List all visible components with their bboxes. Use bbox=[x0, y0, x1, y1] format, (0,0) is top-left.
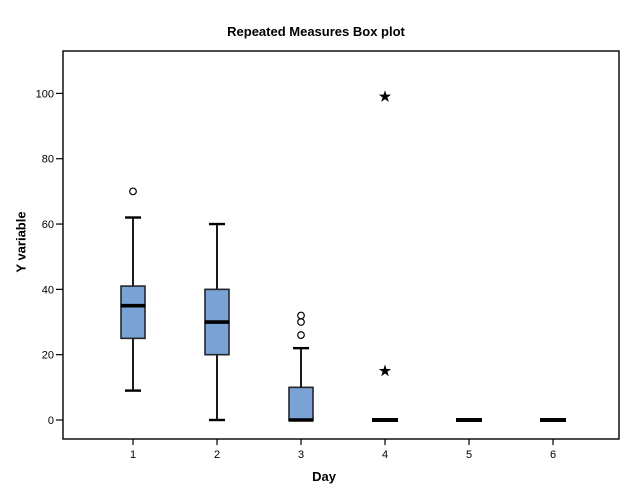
box-day-4 bbox=[372, 90, 398, 422]
iqr-box bbox=[288, 386, 314, 421]
outlier-marker bbox=[297, 331, 305, 339]
iqr-box bbox=[120, 285, 146, 340]
plot-frame bbox=[62, 50, 620, 440]
y-tick-label: 60 bbox=[42, 219, 54, 231]
y-tick-label: 100 bbox=[36, 88, 54, 100]
box-day-3 bbox=[288, 311, 314, 422]
x-tick-label: 5 bbox=[466, 449, 472, 461]
chart-title: Repeated Measures Box plot bbox=[227, 24, 405, 39]
x-tick-label: 3 bbox=[298, 449, 304, 461]
box-day-2 bbox=[204, 222, 230, 422]
box-day-1 bbox=[120, 187, 146, 392]
x-tick-label: 2 bbox=[214, 449, 220, 461]
y-axis-title: Y variable bbox=[13, 211, 29, 273]
y-tick-label: 0 bbox=[48, 415, 54, 427]
extreme-marker bbox=[378, 90, 392, 102]
outlier-marker bbox=[297, 311, 305, 320]
y-tick-label: 80 bbox=[42, 154, 54, 166]
x-tick-label: 6 bbox=[550, 449, 556, 461]
x-tick-label: 1 bbox=[130, 449, 136, 461]
extreme-marker bbox=[378, 364, 392, 377]
x-tick-label: 4 bbox=[382, 449, 388, 461]
y-tick-label: 20 bbox=[42, 350, 54, 362]
x-axis-title: Day bbox=[312, 469, 336, 484]
outlier-marker bbox=[129, 187, 137, 196]
outlier-marker bbox=[297, 318, 305, 326]
y-tick-label: 40 bbox=[42, 284, 54, 296]
